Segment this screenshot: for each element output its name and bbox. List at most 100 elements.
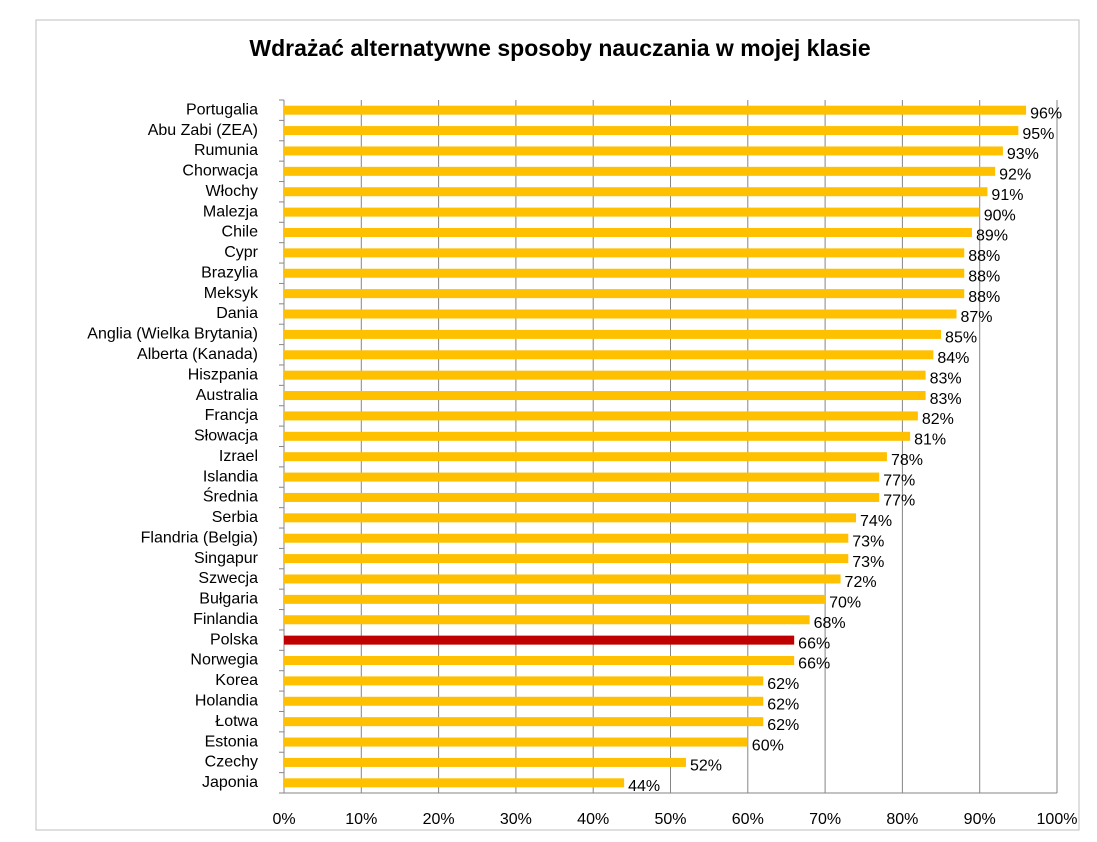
bar	[284, 513, 857, 523]
value-label: 74%	[860, 513, 892, 530]
y-tick-label: Szwecja	[198, 570, 258, 587]
bar	[284, 492, 880, 502]
value-label: 95%	[1022, 126, 1054, 143]
value-label: 77%	[883, 472, 915, 489]
y-tick-label: Czechy	[205, 754, 258, 771]
value-label: 60%	[752, 737, 784, 754]
value-label: 91%	[991, 187, 1023, 204]
x-tick-label: 30%	[500, 811, 532, 828]
y-tick-label: Francja	[205, 407, 258, 424]
bar	[284, 289, 965, 299]
value-label: 68%	[814, 615, 846, 632]
value-label: 66%	[798, 635, 830, 652]
y-tick-label: Anglia (Wielka Brytania)	[87, 326, 258, 343]
bar	[284, 166, 996, 176]
y-tick-label: Polska	[210, 631, 258, 648]
y-tick-label: Łotwa	[215, 713, 258, 730]
y-tick-label: Japonia	[202, 774, 258, 791]
value-label: 83%	[930, 391, 962, 408]
y-tick-label: Brazylia	[201, 264, 258, 281]
bar	[284, 329, 942, 339]
bar	[284, 594, 826, 604]
x-tick-label: 80%	[886, 811, 918, 828]
bar	[284, 248, 965, 258]
bar	[284, 676, 764, 686]
bar	[284, 452, 887, 462]
bar	[284, 778, 625, 788]
bar	[284, 554, 849, 564]
value-label: 89%	[976, 228, 1008, 245]
x-tick-label: 100%	[1037, 811, 1078, 828]
value-label: 62%	[767, 676, 799, 693]
value-label: 92%	[999, 167, 1031, 184]
bar	[284, 533, 849, 543]
x-tick-label: 70%	[809, 811, 841, 828]
bar	[284, 717, 764, 727]
value-label: 72%	[845, 574, 877, 591]
y-tick-label: Hiszpania	[188, 366, 258, 383]
value-label: 90%	[984, 207, 1016, 224]
bar	[284, 187, 988, 197]
value-label: 78%	[891, 452, 923, 469]
value-label: 44%	[628, 778, 660, 795]
x-tick-label: 60%	[732, 811, 764, 828]
y-tick-label: Holandia	[195, 692, 258, 709]
bar	[284, 350, 934, 360]
y-tick-label: Cypr	[224, 244, 258, 261]
bar	[284, 391, 926, 401]
y-tick-label: Dania	[216, 305, 258, 322]
bar	[284, 370, 926, 380]
y-tick-label: Islandia	[203, 468, 258, 485]
value-label: 88%	[968, 268, 1000, 285]
bar	[284, 472, 880, 482]
y-tick-label: Rumunia	[194, 142, 258, 159]
bar	[284, 431, 911, 441]
value-label: 93%	[1007, 146, 1039, 163]
value-label: 73%	[852, 554, 884, 571]
y-tick-label: Włochy	[206, 183, 258, 200]
value-label: 73%	[852, 533, 884, 550]
value-label: 88%	[968, 248, 1000, 265]
bar	[284, 615, 810, 625]
y-tick-label: Norwegia	[190, 652, 258, 669]
value-label: 84%	[937, 350, 969, 367]
bar	[284, 696, 764, 706]
y-tick-label: Izrael	[219, 448, 258, 465]
bar	[284, 757, 686, 767]
value-label: 52%	[690, 758, 722, 775]
x-tick-label: 90%	[964, 811, 996, 828]
bar	[284, 207, 980, 217]
chart-title: Wdrażać alternatywne sposoby nauczania w…	[249, 35, 870, 61]
value-label: 96%	[1030, 105, 1062, 122]
y-tick-label: Flandria (Belgia)	[141, 529, 258, 546]
y-tick-label: Słowacja	[194, 428, 258, 445]
bar	[284, 126, 1019, 136]
value-label: 85%	[945, 330, 977, 347]
bar	[284, 227, 972, 237]
y-tick-label: Alberta (Kanada)	[137, 346, 258, 363]
x-tick-label: 50%	[654, 811, 686, 828]
value-label: 81%	[914, 432, 946, 449]
y-tick-label: Chile	[222, 224, 259, 241]
value-label: 83%	[930, 370, 962, 387]
x-tick-label: 40%	[577, 811, 609, 828]
value-label: 70%	[829, 595, 861, 612]
bar	[284, 146, 1003, 156]
y-tick-label: Portugalia	[186, 101, 258, 118]
value-label: 66%	[798, 656, 830, 673]
x-tick-label: 20%	[423, 811, 455, 828]
bar	[284, 268, 965, 278]
y-tick-label: Meksyk	[204, 285, 259, 302]
bar	[284, 105, 1027, 115]
bar	[284, 635, 795, 645]
x-tick-label: 0%	[272, 811, 295, 828]
bar	[284, 656, 795, 666]
value-label: 77%	[883, 493, 915, 510]
y-tick-label: Estonia	[205, 733, 258, 750]
y-tick-label: Malezja	[203, 203, 258, 220]
value-label: 88%	[968, 289, 1000, 306]
y-tick-label: Chorwacja	[182, 163, 258, 180]
y-tick-label: Finlandia	[193, 611, 258, 628]
y-tick-label: Korea	[215, 672, 258, 689]
